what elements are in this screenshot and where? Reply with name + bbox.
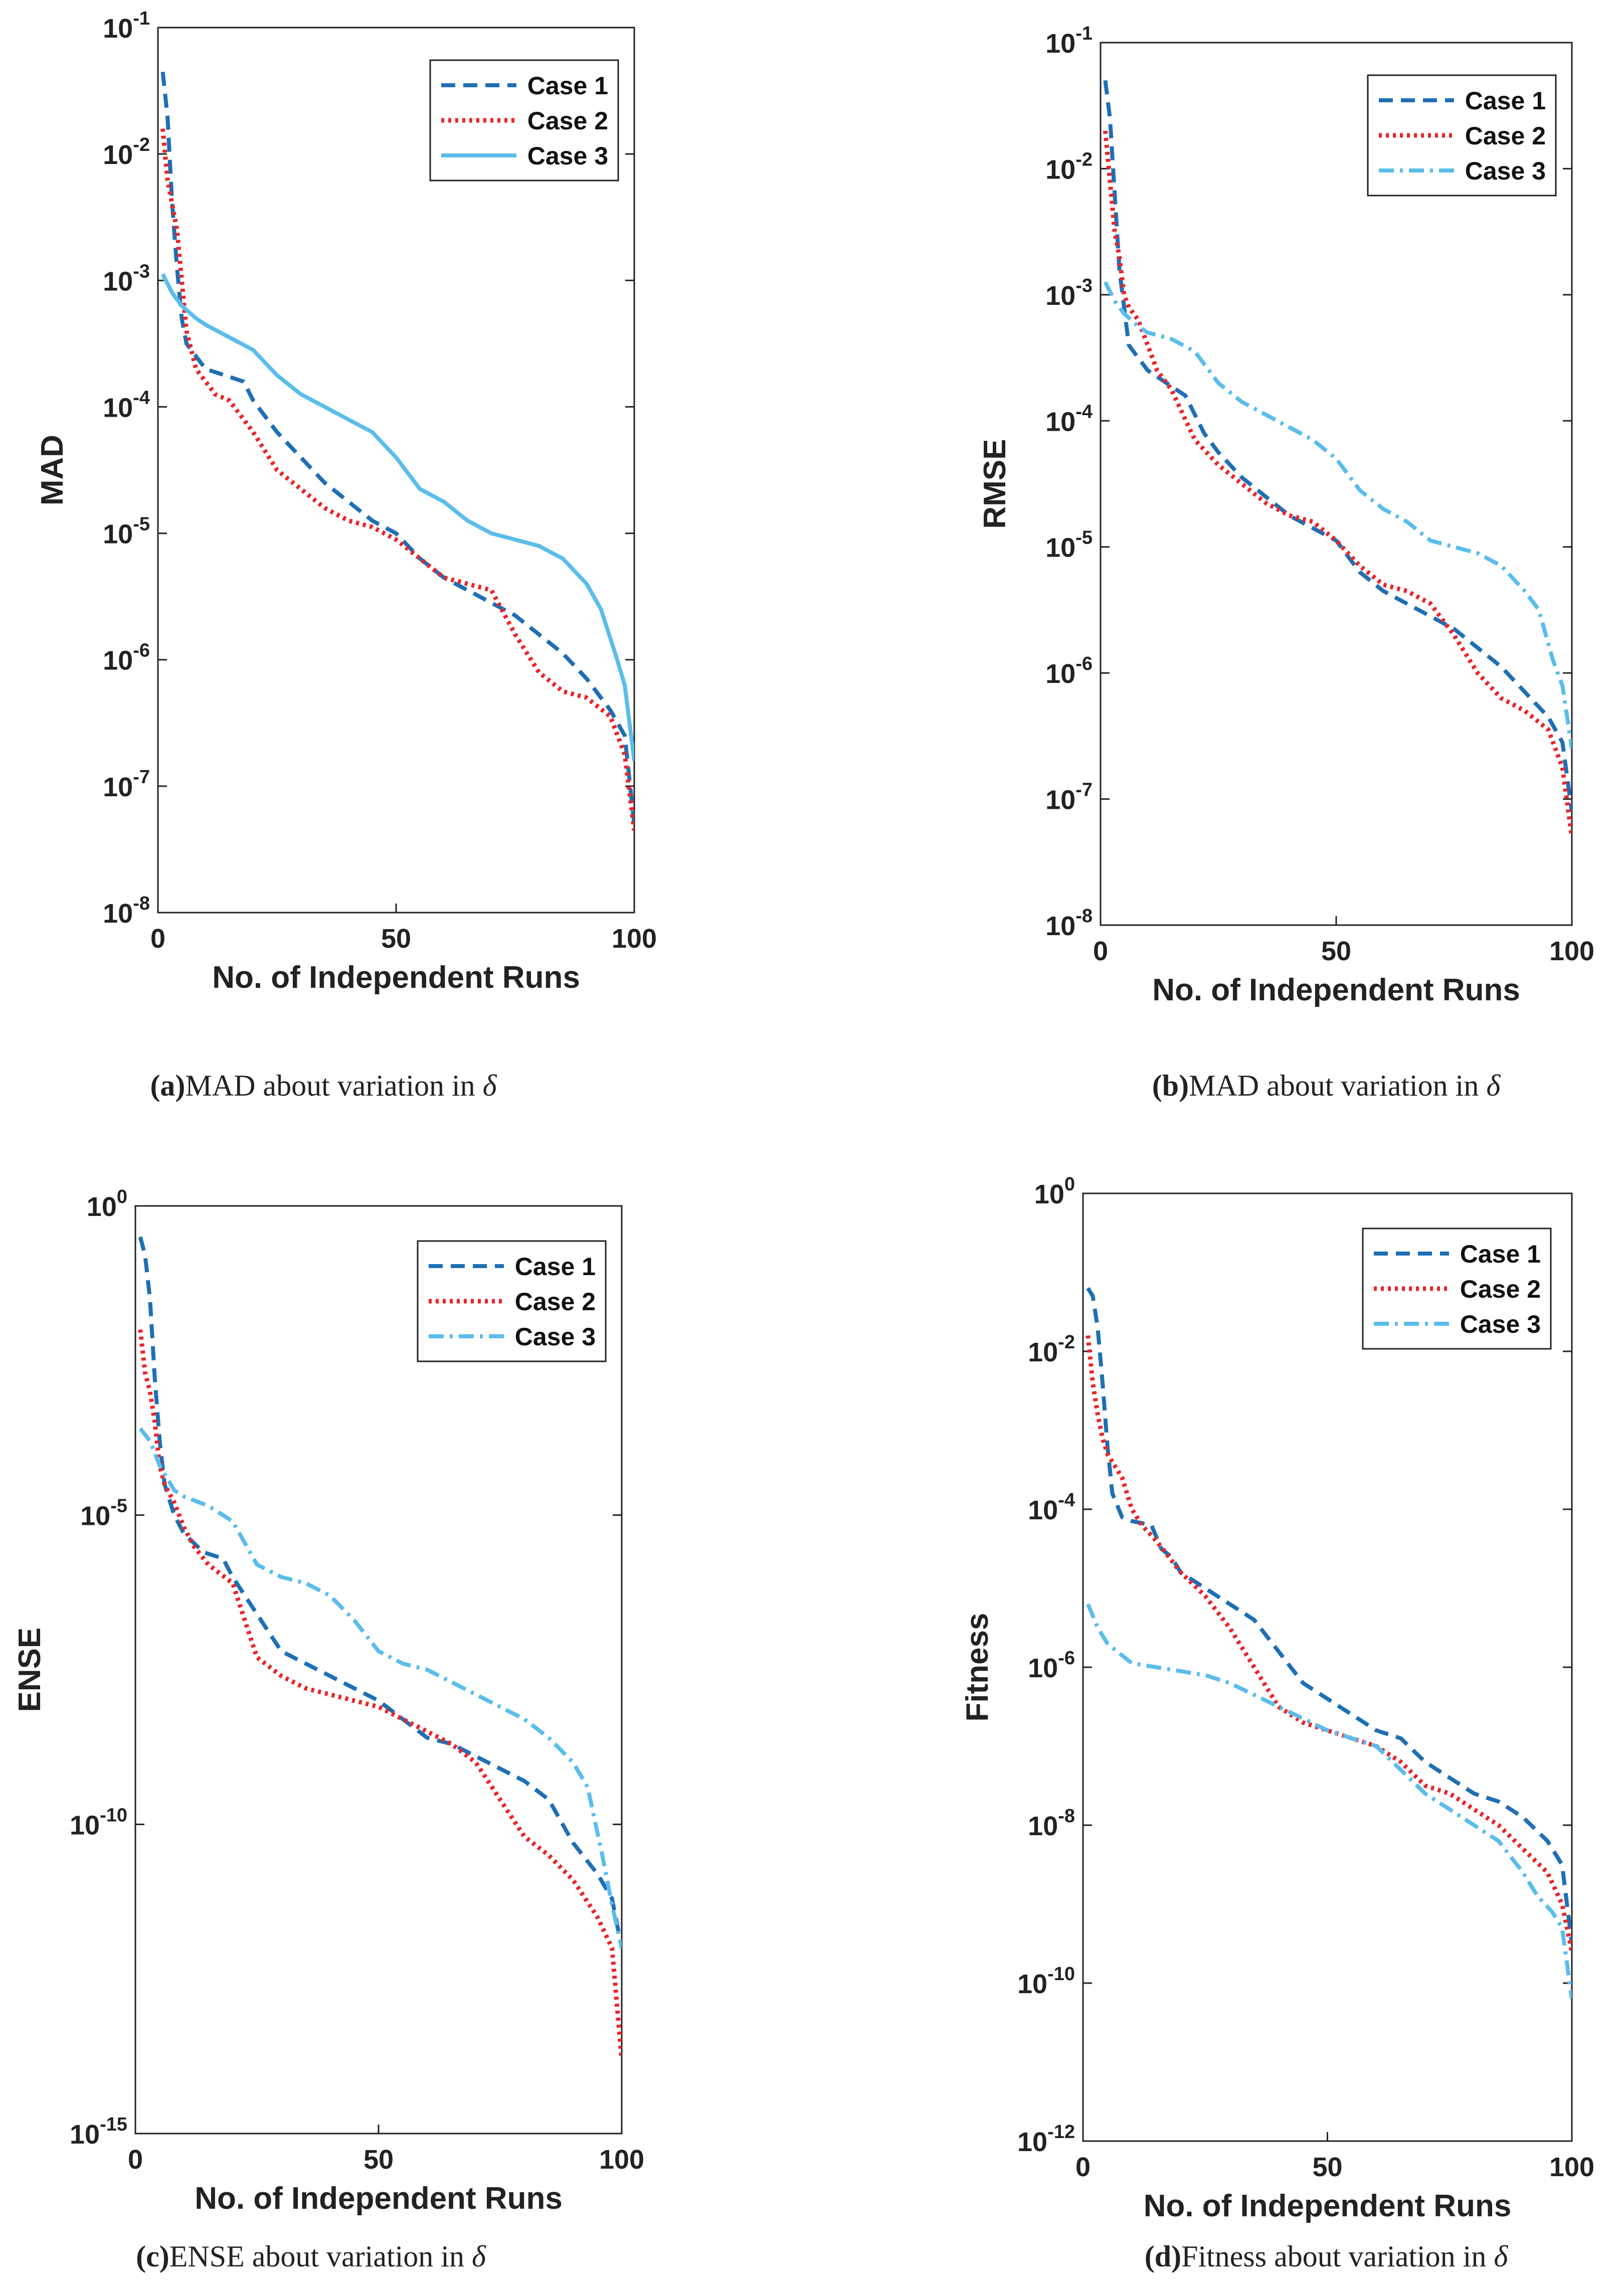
legend-label: Case 3 (1465, 157, 1546, 185)
caption-a: (a)MAD about variation in δ (150, 1069, 497, 1102)
legend-box (1367, 74, 1557, 197)
legend-label: Case 1 (1460, 1240, 1541, 1268)
y-tick-label: 10-5 (80, 1496, 127, 1531)
legend-label: Case 3 (1460, 1310, 1541, 1338)
legend-label: Case 2 (1465, 122, 1546, 150)
series-line-case-3 (138, 1427, 622, 1949)
x-tick-label: 0 (128, 2145, 143, 2175)
series-line-case-3 (1086, 1603, 1572, 2000)
x-axis-label: No. of Independent Runs (1152, 973, 1520, 1007)
x-tick-label: 0 (1093, 936, 1108, 966)
y-tick-label: 10-10 (70, 1805, 127, 1840)
legend-box (1362, 1227, 1552, 1350)
legend-label: Case 1 (1465, 87, 1546, 115)
y-tick-label: 10-8 (1045, 906, 1093, 941)
legend-label: Case 2 (1460, 1275, 1541, 1303)
y-tick-label: 10-5 (103, 514, 150, 550)
series-line-case-1 (160, 71, 634, 824)
x-tick-label: 100 (1549, 2152, 1594, 2182)
x-tick-label: 50 (1312, 2152, 1342, 2182)
series-line-case-1 (1103, 80, 1572, 812)
legend-label: Case 2 (527, 107, 608, 135)
panel-a: 10-1 10-2 10-3 10-4 10-5 10-6 10-7 10-80 50 100 No… (35, 8, 657, 995)
y-tick-label: 10-6 (1045, 653, 1093, 689)
legend: Case 1 Case 2 Case 3 (1367, 74, 1557, 197)
x-tick-label: 100 (612, 924, 657, 954)
x-tick-label: 0 (150, 924, 165, 954)
x-tick-label: 50 (1321, 936, 1351, 966)
panel-b: 10-1 10-2 10-3 10-4 10-5 10-6 10-7 10-80 50 100 No… (978, 23, 1594, 1007)
y-tick-label: 10-6 (1028, 1648, 1075, 1683)
legend-box (417, 1240, 607, 1362)
y-tick-label: 10-5 (1045, 527, 1093, 563)
legend-label: Case 2 (515, 1288, 596, 1316)
legend-label: Case 3 (515, 1323, 596, 1351)
x-axis-label: No. of Independent Runs (195, 2181, 563, 2216)
legend-box (429, 59, 619, 182)
y-tick-label: 10-12 (1017, 2122, 1075, 2157)
x-tick-label: 50 (381, 924, 411, 954)
panel-d: 100 10-2 10-4 10-6 10-8 10-10 10-120 50 100 No. o… (960, 1174, 1594, 2223)
y-axis-label: MAD (35, 435, 70, 505)
y-tick-label: 10-2 (1045, 149, 1093, 185)
x-tick-label: 50 (364, 2145, 394, 2175)
series-line-case-1 (1086, 1287, 1572, 1944)
y-tick-label: 10-1 (103, 8, 150, 44)
y-tick-label: 10-3 (1045, 275, 1093, 311)
y-tick-label: 10-8 (1028, 1806, 1075, 1841)
legend-label: Case 3 (527, 142, 608, 170)
y-tick-label: 10-2 (103, 134, 150, 170)
y-tick-label: 100 (1034, 1174, 1075, 1209)
y-axis-label: ENSE (13, 1628, 47, 1712)
legend-label: Case 1 (515, 1253, 596, 1281)
y-tick-label: 10-3 (103, 261, 150, 296)
series-line-case-3 (1103, 281, 1572, 749)
y-tick-label: 10-15 (70, 2114, 127, 2150)
series-line-case-1 (138, 1236, 622, 1949)
y-tick-label: 10-4 (1028, 1490, 1075, 1525)
y-axis-label: Fitness (960, 1613, 995, 1721)
series-line-case-2 (1103, 130, 1572, 837)
y-tick-label: 10-7 (103, 767, 150, 802)
y-tick-label: 100 (87, 1186, 127, 1222)
caption-b: (b)MAD about variation in δ (1152, 1069, 1501, 1102)
y-tick-label: 10-1 (1045, 23, 1093, 59)
y-tick-label: 10-7 (1045, 780, 1093, 815)
x-axis-label: No. of Independent Runs (212, 960, 580, 995)
y-tick-label: 10-4 (103, 387, 150, 423)
legend: Case 1 Case 2 Case 3 (1362, 1227, 1552, 1350)
caption-c: (c)ENSE about variation in δ (136, 2240, 486, 2273)
y-axis-label: RMSE (978, 439, 1012, 528)
series-line-case-3 (160, 273, 634, 761)
x-tick-label: 100 (1549, 936, 1594, 966)
y-tick-label: 10-10 (1017, 1964, 1075, 1999)
y-tick-label: 10-8 (103, 893, 150, 929)
x-tick-label: 100 (599, 2145, 644, 2175)
legend-label: Case 1 (527, 72, 608, 100)
x-axis-label: No. of Independent Runs (1144, 2189, 1512, 2223)
x-tick-label: 0 (1075, 2152, 1091, 2182)
legend: Case 1 Case 2 Case 3 (417, 1240, 607, 1362)
legend: Case 1 Case 2 Case 3 (429, 59, 619, 182)
panel-c: 100 10-5 10-10 10-150 50 100 No. of Independen… (13, 1186, 644, 2216)
y-tick-label: 10-6 (103, 640, 150, 676)
y-tick-label: 10-4 (1045, 401, 1093, 437)
y-tick-label: 10-2 (1028, 1332, 1075, 1367)
caption-d: (d)Fitness about variation in δ (1145, 2240, 1509, 2273)
